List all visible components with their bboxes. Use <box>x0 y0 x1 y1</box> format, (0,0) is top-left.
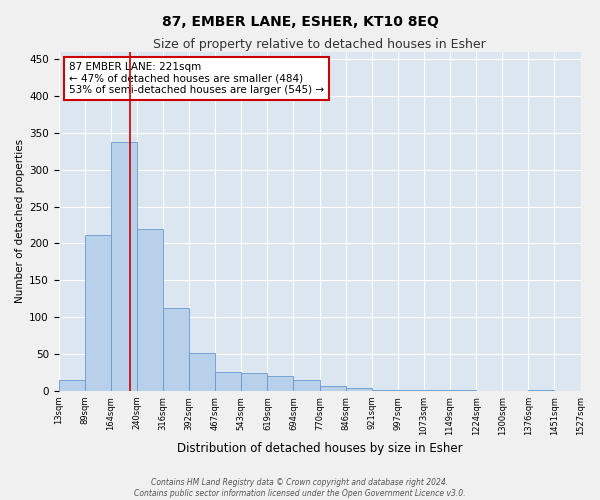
Y-axis label: Number of detached properties: Number of detached properties <box>15 139 25 304</box>
Bar <box>59 380 85 391</box>
Bar <box>293 380 320 391</box>
Bar <box>529 390 554 391</box>
Bar <box>424 390 450 391</box>
Bar <box>111 142 137 391</box>
Text: 87 EMBER LANE: 221sqm
← 47% of detached houses are smaller (484)
53% of semi-det: 87 EMBER LANE: 221sqm ← 47% of detached … <box>69 62 324 95</box>
Bar <box>189 354 215 391</box>
Bar <box>398 390 424 391</box>
Bar <box>137 228 163 391</box>
Bar <box>346 388 372 391</box>
Bar <box>163 308 189 391</box>
Bar <box>372 390 398 391</box>
Bar <box>450 390 476 391</box>
Text: Contains HM Land Registry data © Crown copyright and database right 2024.
Contai: Contains HM Land Registry data © Crown c… <box>134 478 466 498</box>
Bar <box>215 372 241 391</box>
Bar <box>241 372 268 391</box>
X-axis label: Distribution of detached houses by size in Esher: Distribution of detached houses by size … <box>177 442 463 455</box>
Bar <box>85 234 111 391</box>
Title: Size of property relative to detached houses in Esher: Size of property relative to detached ho… <box>153 38 486 51</box>
Bar <box>320 386 346 391</box>
Text: 87, EMBER LANE, ESHER, KT10 8EQ: 87, EMBER LANE, ESHER, KT10 8EQ <box>161 15 439 29</box>
Bar <box>268 376 293 391</box>
